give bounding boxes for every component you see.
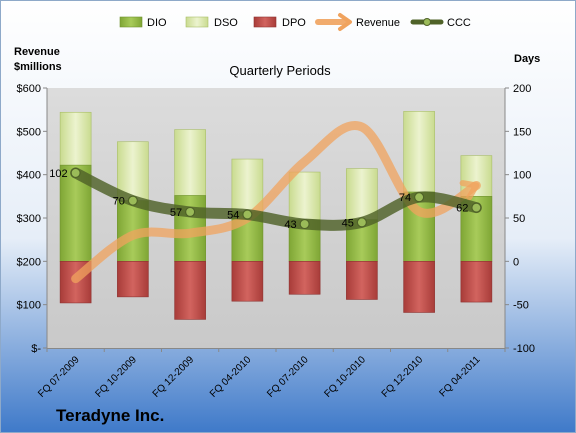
data-label: 74 bbox=[399, 192, 411, 204]
legend-item-ccc: CCC bbox=[410, 17, 471, 29]
left-axis-label-line-2: $millions bbox=[14, 61, 62, 73]
ccc-point bbox=[299, 218, 310, 230]
ccc-point bbox=[242, 209, 253, 220]
left-tick-label: $200 bbox=[17, 256, 41, 268]
ccc-point bbox=[127, 195, 138, 206]
data-label: 54 bbox=[227, 210, 239, 222]
legend-label-dpo: DPO bbox=[282, 17, 306, 29]
left-tick-label: $100 bbox=[17, 300, 41, 312]
legend-item-dio: DIO bbox=[119, 16, 167, 29]
ccc-point bbox=[414, 192, 425, 203]
right-tick-label: 200 bbox=[513, 83, 531, 95]
legend-marker-ccc bbox=[423, 18, 431, 26]
company-name: Teradyne Inc. bbox=[56, 406, 164, 425]
data-labels-layer: 102 70 57 54 43 45 74 62 bbox=[49, 168, 468, 231]
revenue-line bbox=[71, 121, 481, 284]
legend-swatch-dso bbox=[185, 16, 209, 28]
data-label: 43 bbox=[284, 219, 296, 231]
legend-swatch-dpo bbox=[253, 16, 277, 28]
left-tick-label: $400 bbox=[17, 170, 41, 182]
bar-dpo bbox=[174, 261, 206, 320]
right-tick-label: -50 bbox=[513, 300, 529, 312]
data-label: 70 bbox=[113, 196, 125, 208]
ccc-point bbox=[471, 202, 482, 213]
right-axis-label: Days bbox=[514, 53, 540, 65]
legend-item-revenue: Revenue bbox=[315, 13, 400, 31]
right-tick-label: 50 bbox=[513, 213, 525, 225]
ccc-point bbox=[356, 217, 367, 228]
left-tick-label: $500 bbox=[17, 126, 41, 138]
data-label: 62 bbox=[456, 203, 468, 215]
revenue-arrowhead bbox=[459, 180, 480, 201]
legend-label-dso: DSO bbox=[214, 17, 238, 29]
legend-arrow-revenue bbox=[338, 13, 352, 31]
ccc-point bbox=[70, 167, 81, 179]
bar-dpo bbox=[288, 261, 321, 295]
legend-label-ccc: CCC bbox=[447, 17, 471, 29]
right-axis-ticks: -100 -50 0 50 100 150 200 bbox=[505, 83, 535, 355]
left-axis-label-line-1: Revenue bbox=[14, 46, 60, 58]
legend-label-dio: DIO bbox=[147, 17, 167, 29]
legend-item-dpo: DPO bbox=[253, 16, 306, 29]
bar-dpo bbox=[346, 261, 378, 300]
ccc-line-layer bbox=[70, 167, 482, 231]
left-tick-label: $300 bbox=[17, 213, 41, 225]
data-label: 57 bbox=[170, 207, 182, 219]
left-axis-ticks: $- $100 $200 $300 $400 $500 $600 bbox=[17, 83, 47, 355]
legend-swatch-dio bbox=[119, 16, 143, 28]
right-tick-label: 100 bbox=[513, 170, 531, 182]
left-tick-label: $600 bbox=[17, 83, 41, 95]
right-tick-label: -100 bbox=[513, 343, 535, 355]
right-tick-label: 0 bbox=[513, 256, 519, 268]
bar-dpo bbox=[231, 261, 264, 302]
chart-title: Quarterly Periods bbox=[229, 63, 331, 78]
right-tick-label: 150 bbox=[513, 126, 531, 138]
revenue-line-layer bbox=[71, 121, 481, 284]
bar-dpo bbox=[117, 261, 149, 298]
legend: DIO DSO DPO Revenue CCC bbox=[119, 13, 471, 31]
ccc-point bbox=[185, 206, 196, 218]
legend-label-revenue: Revenue bbox=[356, 17, 400, 29]
left-tick-label: $- bbox=[31, 343, 41, 355]
bar-dpo bbox=[403, 261, 435, 313]
ccc-line bbox=[70, 167, 482, 231]
data-label: 45 bbox=[342, 217, 354, 229]
data-label: 102 bbox=[49, 168, 67, 180]
legend-item-dso: DSO bbox=[185, 16, 238, 29]
bar-dpo bbox=[460, 261, 493, 303]
